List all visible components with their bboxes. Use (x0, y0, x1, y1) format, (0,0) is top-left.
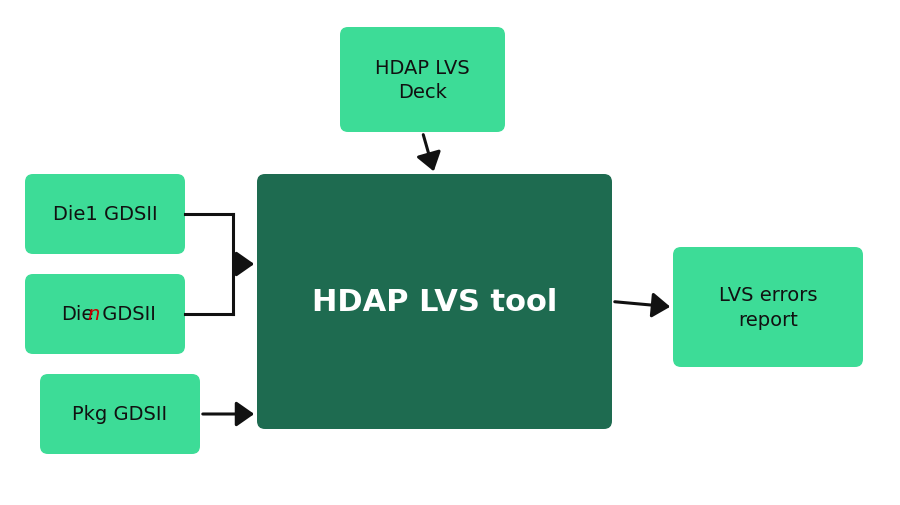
Text: Pkg GDSII: Pkg GDSII (72, 405, 167, 424)
FancyBboxPatch shape (340, 28, 505, 133)
FancyBboxPatch shape (40, 374, 200, 454)
Text: LVS errors
report: LVS errors report (719, 285, 817, 329)
Text: GDSII: GDSII (96, 305, 157, 324)
FancyBboxPatch shape (25, 175, 185, 255)
Text: HDAP LVS tool: HDAP LVS tool (311, 287, 557, 316)
Text: n: n (87, 305, 100, 324)
Text: HDAP LVS
Deck: HDAP LVS Deck (375, 59, 470, 103)
FancyBboxPatch shape (25, 274, 185, 355)
Text: Die: Die (61, 305, 94, 324)
Text: Die1 GDSII: Die1 GDSII (53, 205, 158, 224)
FancyBboxPatch shape (673, 247, 863, 367)
FancyBboxPatch shape (257, 175, 612, 429)
